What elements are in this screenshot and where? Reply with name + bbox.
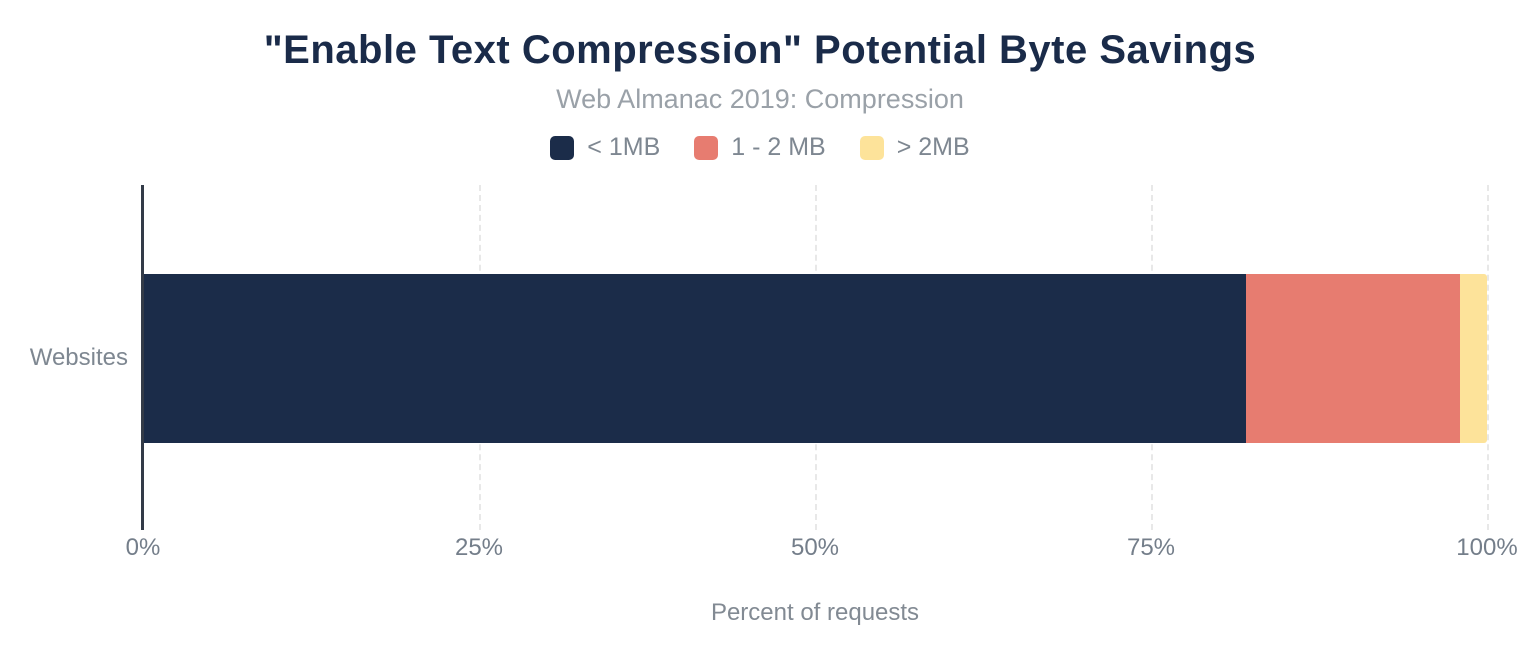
bar-segment-1-2mb (1246, 274, 1461, 443)
bar-segment-lt-1mb (143, 274, 1247, 443)
y-axis-category-label: Websites (29, 344, 128, 371)
y-axis-line (141, 185, 144, 530)
legend-swatch-lt-1mb-icon (550, 135, 575, 160)
gridline-100 (1487, 185, 1489, 530)
x-tick-0: 0% (125, 534, 161, 561)
legend-label-lt-1mb: < 1MB (587, 133, 661, 161)
legend-swatch-1-2mb-icon (694, 135, 719, 160)
bar-segment-gt-2mb (1460, 274, 1487, 443)
stacked-bar-websites (143, 274, 1487, 443)
legend-label-gt-2mb: > 2MB (896, 133, 970, 161)
x-tick-50: 50% (790, 534, 840, 561)
x-axis-ticks: 0% 25% 50% 75% 100% (126, 534, 1518, 564)
x-tick-25: 25% (454, 534, 504, 561)
x-axis-title: Percent of requests (710, 599, 920, 626)
legend-item-lt-1mb: < 1MB (550, 135, 660, 160)
legend-label-1-2mb: 1 - 2 MB (731, 133, 826, 161)
x-tick-100: 100% (1456, 534, 1518, 561)
legend: < 1MB 1 - 2 MB > 2MB (0, 135, 1520, 160)
legend-swatch-gt-2mb-icon (859, 135, 884, 160)
legend-item-1-2mb: 1 - 2 MB (694, 133, 826, 161)
x-tick-75: 75% (1126, 534, 1176, 561)
chart-title: "Enable Text Compression" Potential Byte… (263, 28, 1257, 72)
chart-subtitle: Web Almanac 2019: Compression (556, 84, 964, 114)
plot-area (141, 185, 1489, 530)
legend-item-gt-2mb: > 2MB (859, 133, 970, 161)
